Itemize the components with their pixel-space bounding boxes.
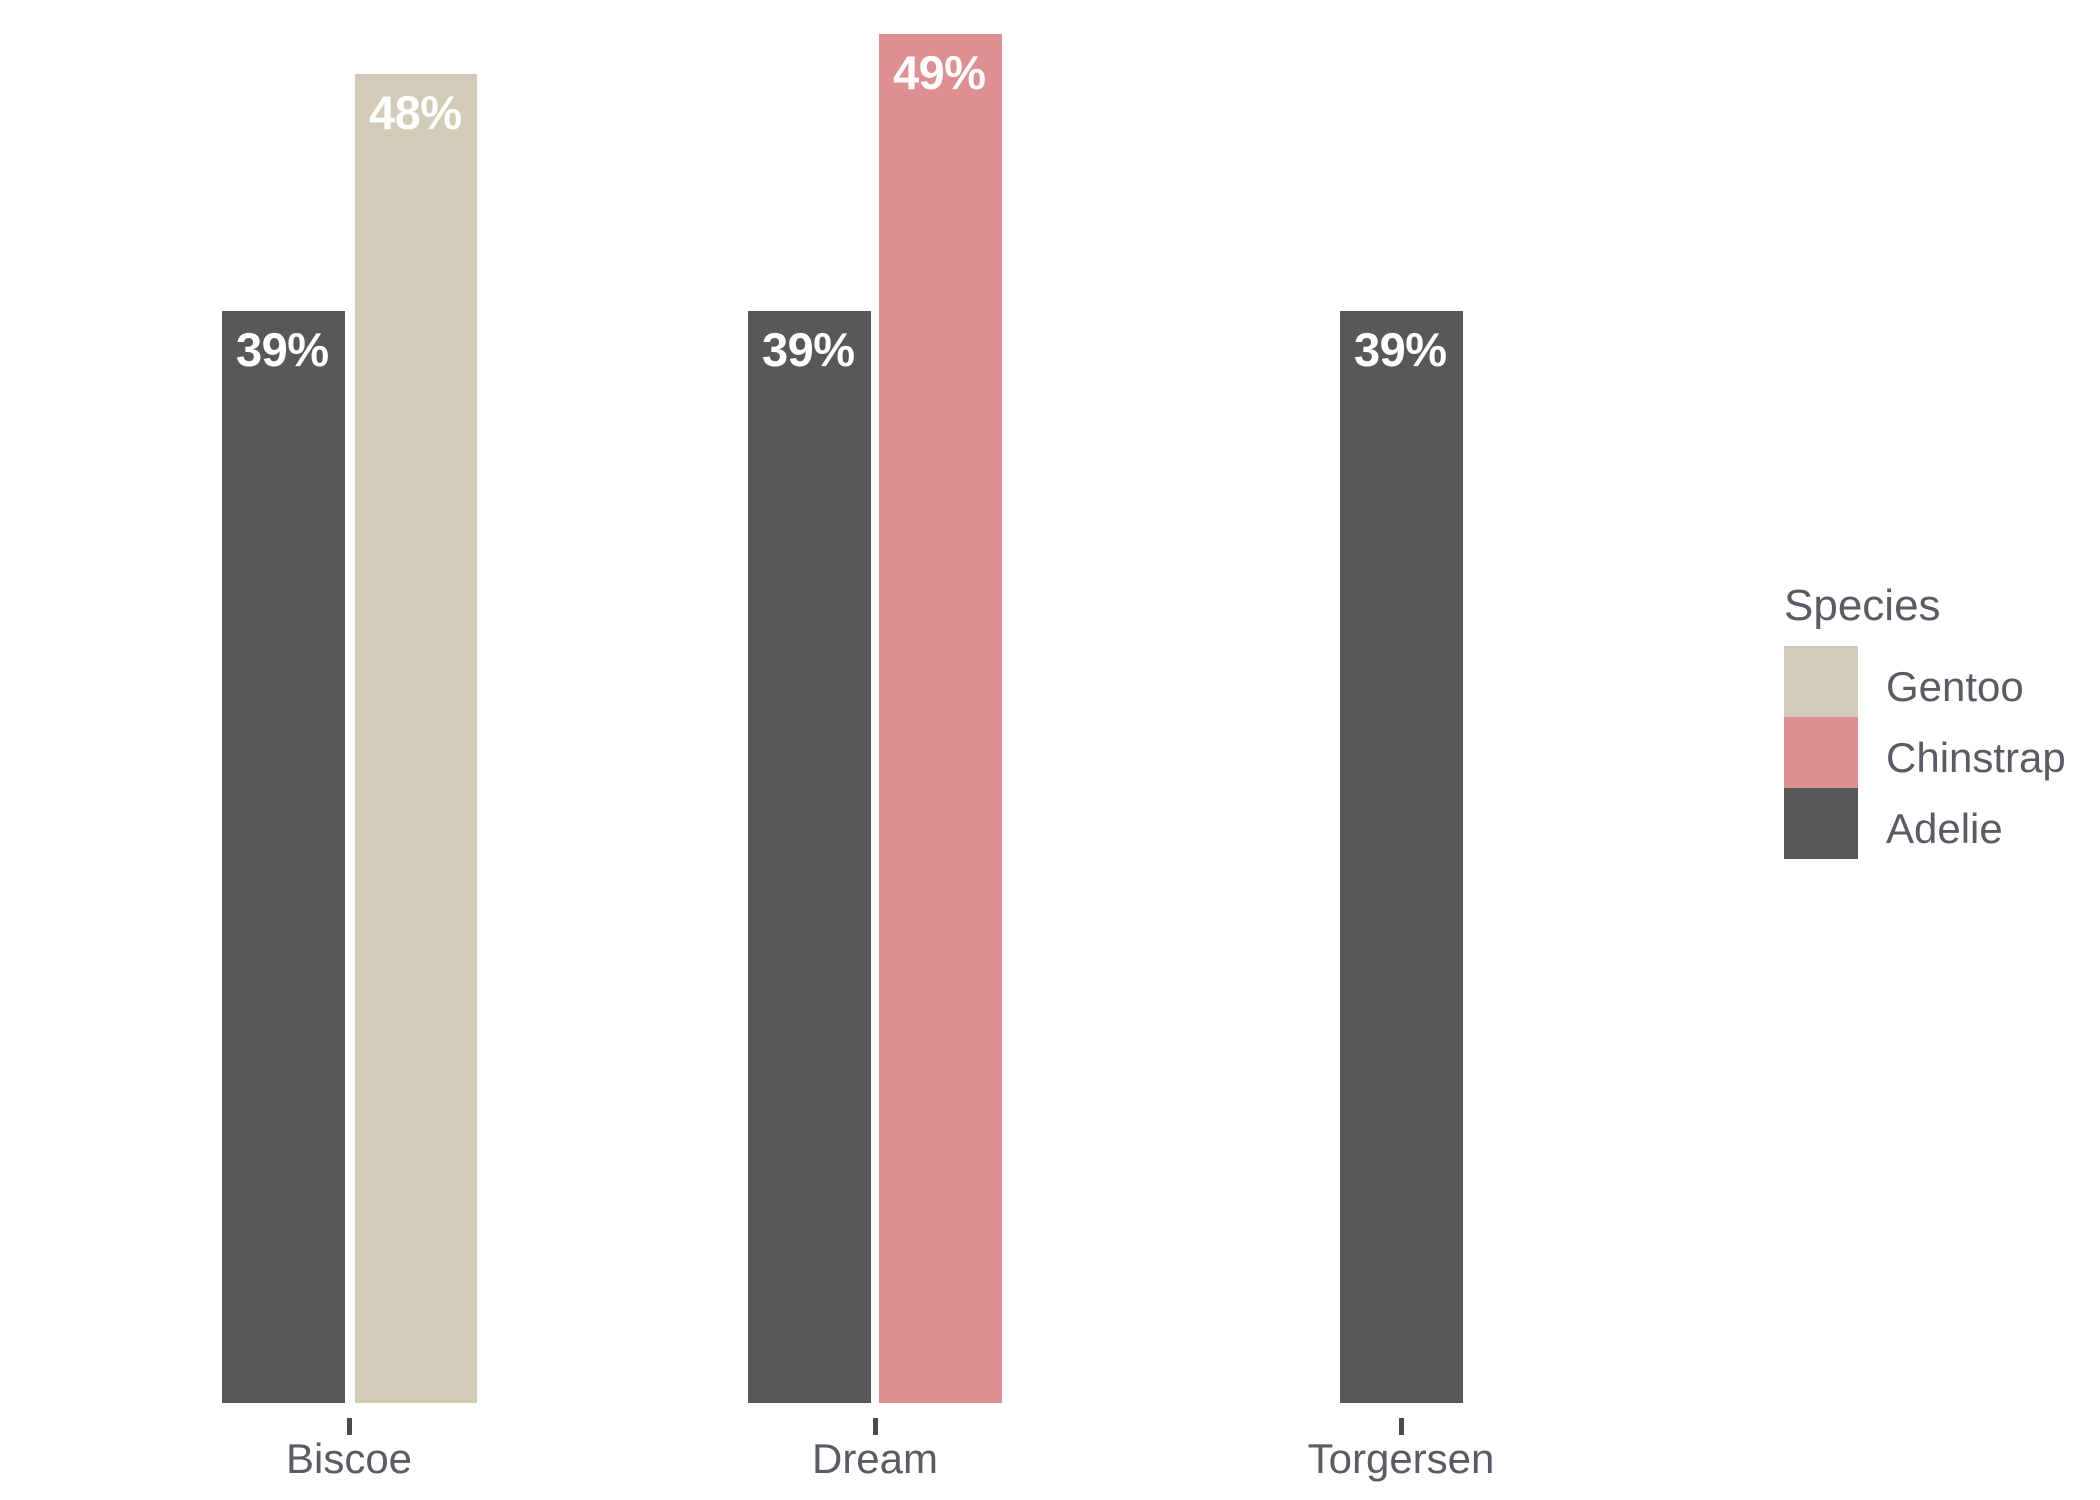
legend-title: Species — [1784, 581, 1941, 630]
axis-label-dream: Dream — [811, 1435, 939, 1482]
bar-value-label: 39% — [762, 323, 855, 376]
legend-swatch-chinstrap[interactable] — [1784, 717, 1858, 788]
bar-torgersen-adelie[interactable]: 39% — [1340, 311, 1463, 1403]
legend-label-gentoo[interactable]: Gentoo — [1886, 663, 2024, 710]
legend-label-chinstrap[interactable]: Chinstrap — [1886, 734, 2066, 781]
axis-tick-biscoe — [347, 1418, 352, 1435]
bar-value-label: 39% — [236, 323, 329, 376]
axis-label-torgersen: Torgersen — [1307, 1435, 1495, 1482]
axis-tick-dream — [873, 1418, 878, 1435]
bar-dream-chinstrap[interactable]: 49% — [879, 34, 1002, 1403]
plot-area: 39% 48% 39% 49% 39% Biscoe Dream Torgers… — [222, 34, 1495, 1482]
legend-swatch-adelie[interactable] — [1784, 788, 1858, 859]
legend-swatch-gentoo[interactable] — [1784, 646, 1858, 717]
bar-biscoe-adelie[interactable]: 39% — [222, 311, 345, 1403]
bar-value-label: 39% — [1354, 323, 1447, 376]
axis-label-biscoe: Biscoe — [285, 1435, 413, 1482]
bar-value-label: 48% — [369, 86, 462, 139]
bar-value-label: 49% — [893, 46, 986, 99]
bar-biscoe-gentoo[interactable]: 48% — [355, 74, 477, 1403]
bar-dream-adelie[interactable]: 39% — [748, 311, 871, 1403]
legend-label-adelie[interactable]: Adelie — [1886, 805, 2003, 852]
axis-tick-torgersen — [1399, 1418, 1404, 1435]
